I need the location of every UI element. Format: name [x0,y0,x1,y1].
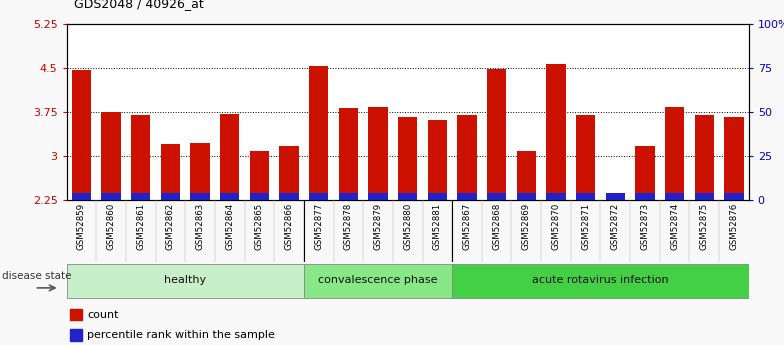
Text: GSM52880: GSM52880 [403,203,412,250]
Text: GSM52861: GSM52861 [136,203,145,250]
Text: GSM52864: GSM52864 [225,203,234,250]
Text: healthy: healthy [164,275,206,285]
Bar [131,115,151,200]
Text: percentile rank within the sample: percentile rank within the sample [87,330,275,340]
Bar [250,151,269,200]
Bar [398,117,417,200]
Bar [605,193,625,200]
Bar [576,193,595,200]
Bar [665,193,684,200]
Text: GSM52878: GSM52878 [344,203,353,250]
Text: GSM52881: GSM52881 [433,203,442,250]
Bar [339,193,358,200]
Bar [695,193,714,200]
Bar [635,193,655,200]
Bar [428,120,447,200]
Bar [191,193,210,200]
Text: disease state: disease state [2,271,72,281]
Bar [191,143,210,200]
Bar [724,117,743,200]
Text: GSM52871: GSM52871 [581,203,590,250]
Bar [517,193,536,200]
Bar [517,151,536,200]
FancyBboxPatch shape [304,264,452,298]
Text: convalescence phase: convalescence phase [318,275,437,285]
Bar [161,144,180,200]
Bar [279,146,299,200]
Text: GSM52873: GSM52873 [641,203,649,250]
Text: GSM52874: GSM52874 [670,203,679,250]
Bar [101,112,121,200]
Bar [220,193,239,200]
Text: GSM52866: GSM52866 [285,203,293,250]
Text: GSM52875: GSM52875 [700,203,709,250]
Bar [368,107,387,200]
FancyBboxPatch shape [67,264,304,298]
Bar [487,193,506,200]
Text: GSM52862: GSM52862 [166,203,175,250]
Text: GSM52859: GSM52859 [77,203,86,250]
Text: GDS2048 / 40926_at: GDS2048 / 40926_at [74,0,204,10]
Text: GSM52860: GSM52860 [107,203,115,250]
Bar [457,193,477,200]
Text: GSM52879: GSM52879 [373,203,383,250]
FancyBboxPatch shape [452,264,749,298]
Bar [605,194,625,200]
Bar [309,66,328,200]
Bar [428,193,447,200]
Bar [309,193,328,200]
Bar [487,69,506,200]
Bar [457,115,477,200]
Text: GSM52872: GSM52872 [611,203,620,250]
Text: GSM52865: GSM52865 [255,203,264,250]
Text: GSM52876: GSM52876 [729,203,739,250]
Bar [220,114,239,200]
Bar [695,115,714,200]
Bar [398,193,417,200]
Bar [546,193,565,200]
Bar [131,193,151,200]
Text: GSM52863: GSM52863 [195,203,205,250]
Bar [101,193,121,200]
Bar [279,193,299,200]
Bar [70,309,82,320]
Text: GSM52867: GSM52867 [463,203,471,250]
Bar [576,115,595,200]
Bar [72,70,91,200]
Bar [546,64,565,200]
Bar [70,329,82,341]
Bar [161,193,180,200]
Text: GSM52869: GSM52869 [522,203,531,250]
Text: GSM52877: GSM52877 [314,203,323,250]
Text: acute rotavirus infection: acute rotavirus infection [532,275,669,285]
Text: GSM52870: GSM52870 [551,203,561,250]
Text: count: count [87,309,118,319]
Bar [635,146,655,200]
Bar [368,193,387,200]
Bar [339,108,358,200]
Text: GSM52868: GSM52868 [492,203,501,250]
Bar [724,193,743,200]
Bar [72,193,91,200]
Bar [665,107,684,200]
Bar [250,193,269,200]
